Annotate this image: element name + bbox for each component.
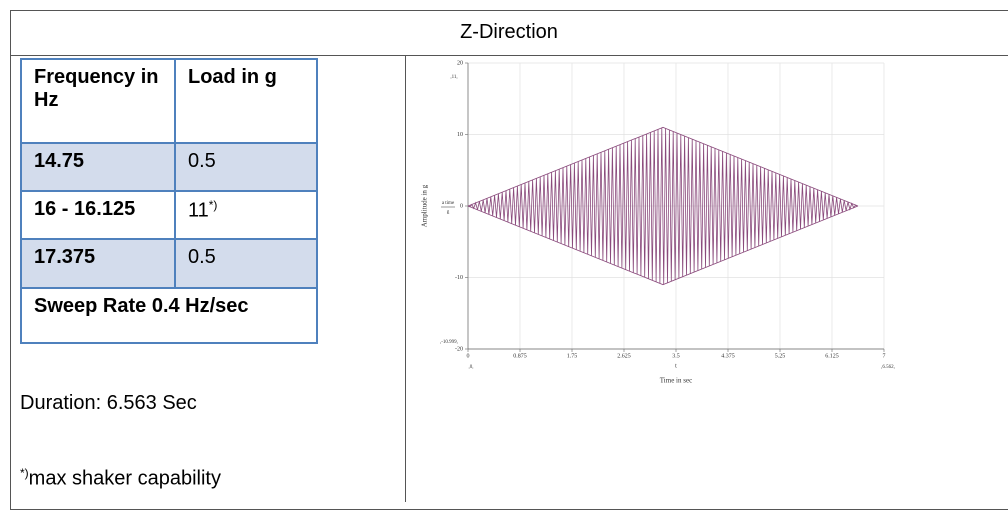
duration: Duration: 6.563 Sec xyxy=(20,392,197,414)
annotation: ,-10.999, xyxy=(440,340,458,345)
x-tick-label: 6.125 xyxy=(825,353,839,359)
footnote-mark: *) xyxy=(20,466,29,480)
x-tick-label: 5.25 xyxy=(775,353,786,359)
envelope-line xyxy=(467,126,859,207)
x-tick-label: 1.75 xyxy=(567,353,578,359)
x-tick-label: 0.875 xyxy=(513,353,527,359)
footnote-text: max shaker capability xyxy=(28,467,221,490)
y-tick-label: -20 xyxy=(455,346,463,352)
footnote: *)max shaker capability xyxy=(20,466,221,491)
x-axis-label: Time in sec xyxy=(660,377,692,385)
footer-cell: Sweep Rate 0.4 Hz/sec xyxy=(20,287,318,344)
x-tick-label: 4.375 xyxy=(721,353,735,359)
cell: 0.5 xyxy=(174,238,318,289)
annotation: ,6.562, xyxy=(881,365,895,370)
y-tick-label: -10 xyxy=(455,275,463,281)
x-tick-label: 7 xyxy=(883,353,886,359)
cell: 17.375 xyxy=(20,238,176,289)
y-axis-label: Amplitude in g xyxy=(421,184,429,227)
cell: 11*) xyxy=(174,190,318,240)
y-tick-label: 0 xyxy=(460,203,463,209)
y-tick-label: 10 xyxy=(457,132,463,138)
y-tick-label: 20 xyxy=(457,60,463,66)
x-tick-label: 3.5 xyxy=(672,353,680,359)
cell-text: 11 xyxy=(188,199,209,222)
note-mark: *) xyxy=(208,198,218,212)
annotation: ,0, xyxy=(469,365,474,370)
envelope-line xyxy=(467,205,859,286)
header-cell: Frequency in Hz xyxy=(20,58,176,144)
annotation: ,11, xyxy=(450,75,457,80)
cell: 16 - 16.125 xyxy=(20,190,176,240)
header-title: Z-Direction xyxy=(460,21,558,43)
cell: 0.5 xyxy=(174,142,318,192)
legend-numerator: a time xyxy=(442,201,455,206)
waveform xyxy=(467,127,858,285)
divider xyxy=(10,55,1008,56)
legend-denominator: g xyxy=(447,210,450,215)
load-table: Frequency in Hz Load in g 14.75 0.5 16 -… xyxy=(20,58,318,344)
divider xyxy=(405,55,406,502)
header-cell: Load in g xyxy=(174,58,318,144)
x-tick-label: 2.625 xyxy=(617,353,631,359)
cell: 14.75 xyxy=(20,142,176,192)
x-symbol: t xyxy=(675,363,677,369)
x-tick-label: 0 xyxy=(467,353,470,359)
